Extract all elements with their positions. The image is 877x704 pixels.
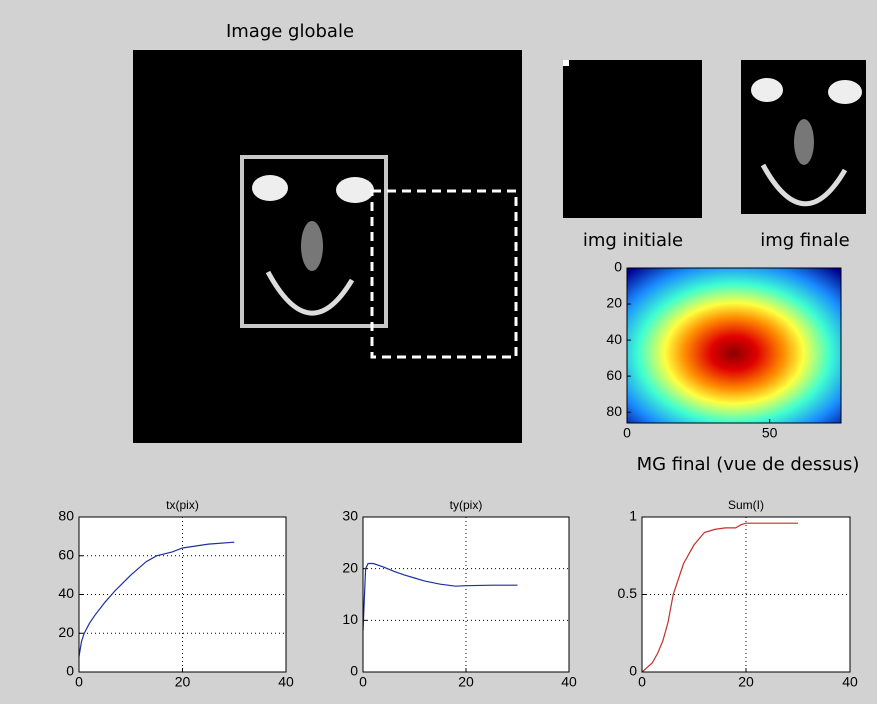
y-tick-label: 0 [614, 259, 622, 275]
x-tick-label: 0 [623, 425, 631, 441]
marker [563, 60, 569, 66]
x-axis-label: MG final (vue de dessus) [637, 454, 860, 475]
y-tick-label: 20 [342, 559, 358, 575]
line [78, 541, 235, 657]
y-tick-label: 20 [58, 624, 74, 640]
y-tick-label: 20 [606, 295, 622, 311]
y-tick-label: 0.5 [618, 585, 638, 601]
y-tick-label: 60 [606, 367, 622, 383]
x-tick-label: 40 [561, 674, 577, 690]
y-tick-label: 40 [58, 585, 74, 601]
axes-frame [362, 516, 570, 673]
y-tick-label: 1 [629, 508, 637, 524]
line [641, 522, 798, 673]
plot-area [363, 517, 569, 672]
x-tick-label: 20 [175, 674, 191, 690]
global-title: Image globale [226, 21, 354, 42]
chart-title: ty(pix) [450, 498, 483, 512]
final-label: img finale [760, 230, 850, 251]
y-tick-label: 0 [629, 663, 637, 679]
axes-frame [626, 267, 842, 424]
global-image [133, 50, 522, 443]
initial-image [563, 60, 702, 218]
y-tick-label: 0 [66, 663, 74, 679]
x-tick-label: 0 [359, 674, 367, 690]
y-tick-label: 10 [342, 611, 358, 627]
y-tick-label: 30 [342, 508, 358, 524]
plot-area [79, 517, 286, 672]
final-face [751, 78, 862, 207]
line [362, 562, 518, 631]
chart-title: tx(pix) [166, 498, 199, 512]
x-tick-label: 40 [842, 674, 858, 690]
chart-title: Sum(I) [728, 498, 764, 512]
x-tick-label: 20 [738, 674, 754, 690]
y-tick-label: 60 [58, 546, 74, 562]
y-tick-label: 40 [606, 331, 622, 347]
x-tick-label: 0 [638, 674, 646, 690]
y-tick-label: 0 [350, 663, 358, 679]
x-tick-label: 0 [75, 674, 83, 690]
y-tick-label: 80 [606, 403, 622, 419]
axes-frame [78, 516, 287, 673]
y-tick-label: 80 [58, 508, 74, 524]
x-tick-label: 40 [278, 674, 294, 690]
axes-frame [641, 516, 851, 673]
initial-label: img initiale [583, 230, 683, 251]
heatmap-image [627, 268, 841, 423]
face [240, 155, 518, 359]
x-tick-label: 50 [762, 425, 778, 441]
x-tick-label: 20 [458, 674, 474, 690]
